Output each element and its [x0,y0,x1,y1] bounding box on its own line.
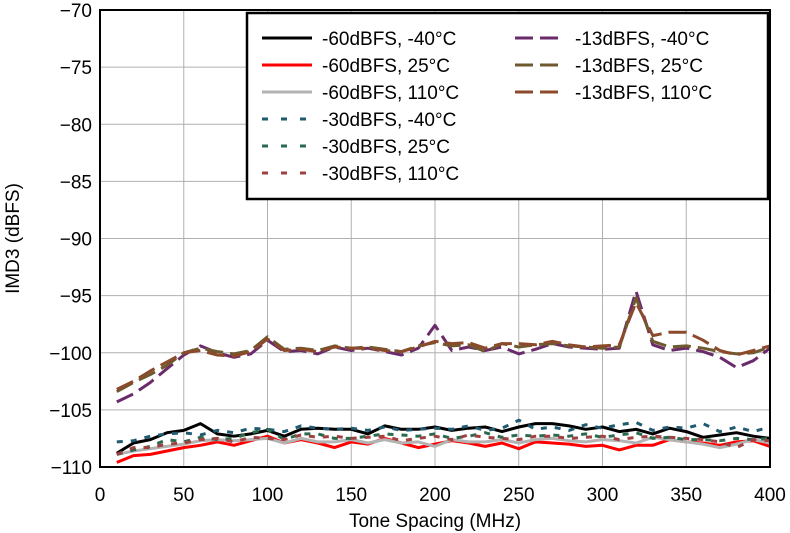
series-lines [116,289,771,464]
x-axis-title: Tone Spacing (MHz) [349,511,521,532]
y-axis-title: IMD3 (dBFS) [3,183,24,294]
x-tick-label: 400 [754,485,786,506]
x-tick-label: 50 [173,485,194,506]
series-line [116,289,771,404]
legend-label: -30dBFS, -40°C [322,110,456,131]
x-tick-label: 250 [503,485,535,506]
series-line [116,422,771,455]
legend-label: -60dBFS, 110°C [322,83,459,104]
plot-frame [99,9,771,468]
y-tick-label: −85 [60,172,92,193]
series-line [116,301,771,391]
series-line [116,433,771,456]
y-tick-label: −70 [60,1,92,22]
legend-label: -13dBFS, 110°C [575,83,712,104]
x-tick-label: 150 [335,485,367,506]
y-tick-label: −90 [60,230,92,251]
legend-label: -30dBFS, 110°C [322,164,459,185]
series-line [116,427,771,456]
y-tick-label: −105 [49,401,92,422]
x-tick-labels: 0 50 100 150 200 250 300 350 400 [95,485,786,506]
legend-label: -60dBFS, -40°C [322,29,456,50]
legend-label: -60dBFS, 25°C [322,56,450,77]
legend-label: -30dBFS, 25°C [322,137,450,158]
legend-box [245,11,770,201]
y-tick-labels: −70 −75 −80 −85 −90 −95 −100 −105 −110 [49,1,92,479]
x-tick-label: 300 [587,485,619,506]
x-tick-label: 200 [419,485,451,506]
legend: -60dBFS, -40°C -60dBFS, 25°C -60dBFS, 110°… [245,11,770,201]
y-tick-label: −95 [60,287,92,308]
legend-label: -13dBFS, -40°C [575,29,709,50]
y-tick-label: −75 [60,58,92,79]
series-line [116,296,771,393]
legend-label: -13dBFS, 25°C [575,56,703,77]
y-tick-label: −80 [60,115,92,136]
y-tick-label: −110 [51,458,92,479]
x-tick-label: 350 [670,485,702,506]
x-tick-label: 100 [252,485,284,506]
y-tick-label: −100 [49,344,92,365]
x-tick-label: 0 [95,485,106,506]
